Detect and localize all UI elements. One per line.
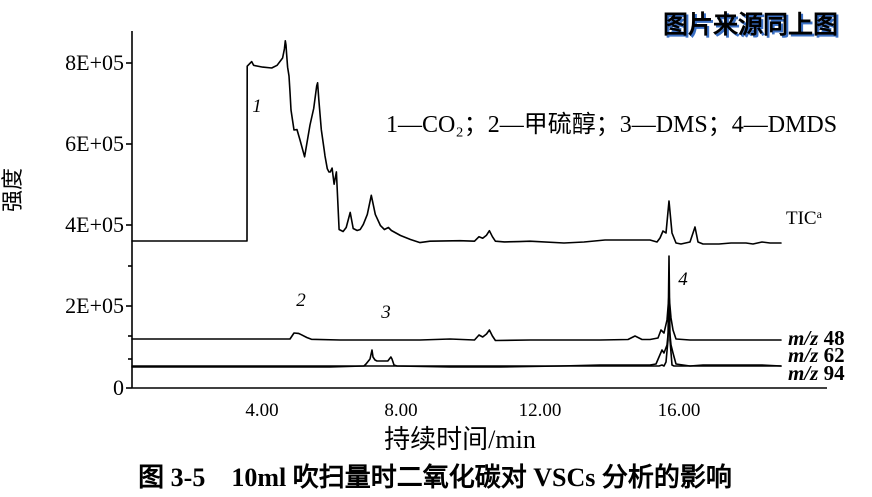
svg-text:8.00: 8.00 [384, 400, 417, 421]
svg-text:1—CO₂；2—甲硫醇；3—DMS；4—DMDS: 1—CO₂；2—甲硫醇；3—DMS；4—DMDS [386, 111, 837, 138]
svg-text:4.00: 4.00 [245, 400, 278, 421]
svg-text:4: 4 [678, 269, 688, 290]
svg-text:1: 1 [252, 96, 262, 117]
svg-text:6E+05: 6E+05 [65, 131, 124, 156]
svg-text:16.00: 16.00 [658, 400, 701, 421]
svg-text:TICa: TICa [786, 207, 823, 229]
svg-text:m/z 94: m/z 94 [788, 361, 845, 385]
svg-text:图片来源同上图: 图片来源同上图 [663, 11, 838, 39]
svg-text:0: 0 [113, 375, 124, 400]
svg-text:持续时间/min: 持续时间/min [384, 425, 536, 454]
svg-text:12.00: 12.00 [519, 400, 562, 421]
svg-text:4E+05: 4E+05 [65, 212, 124, 237]
svg-text:2: 2 [296, 290, 306, 311]
svg-text:强度: 强度 [0, 168, 25, 212]
svg-text:3: 3 [380, 302, 391, 323]
svg-text:8E+05: 8E+05 [65, 50, 124, 75]
svg-text:2E+05: 2E+05 [65, 293, 124, 318]
